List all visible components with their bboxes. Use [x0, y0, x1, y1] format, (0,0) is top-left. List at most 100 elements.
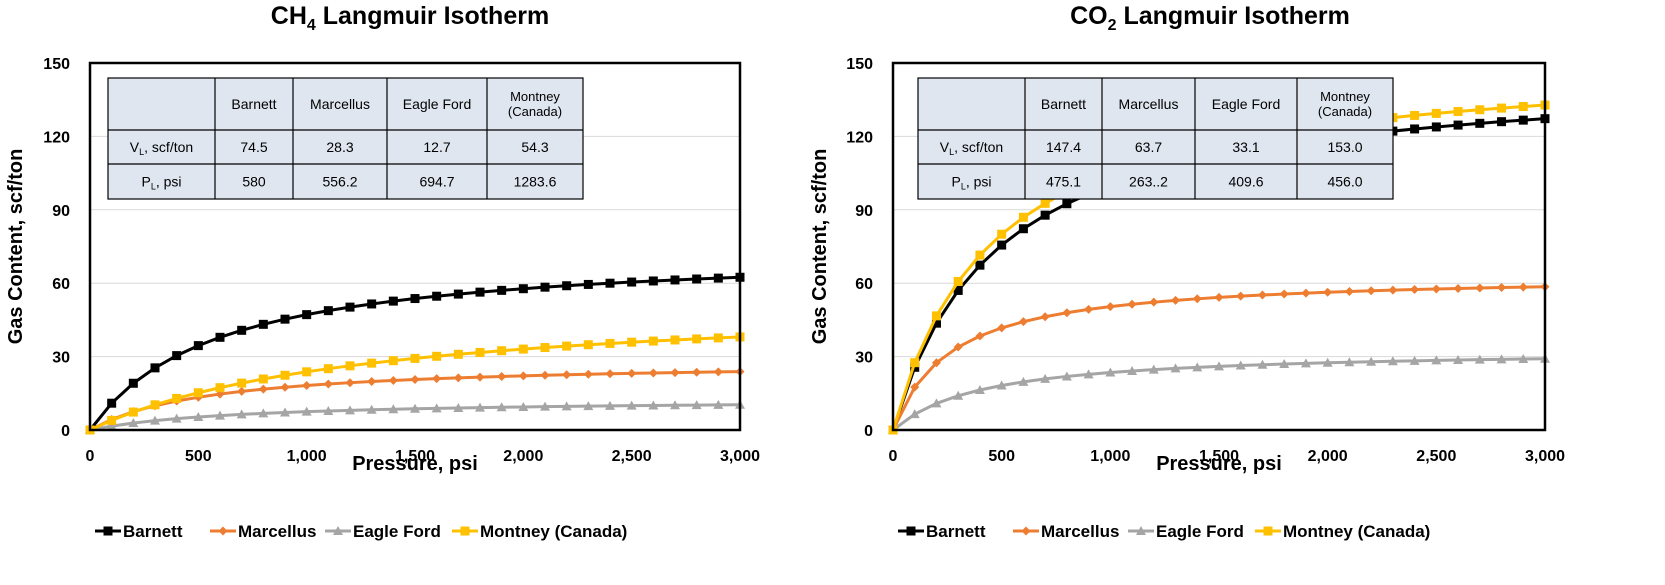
data-point — [237, 325, 247, 335]
data-point — [345, 378, 355, 388]
data-point — [1410, 285, 1420, 295]
data-point — [128, 378, 138, 388]
data-point — [258, 374, 268, 384]
y-axis-title: Gas Content, scf/ton — [5, 149, 27, 345]
chart-title-sub: 4 — [307, 17, 316, 34]
data-point — [931, 398, 942, 408]
table-header: Barnett — [1041, 96, 1086, 112]
data-point — [1214, 361, 1224, 371]
x-tick-label: 3,000 — [1525, 448, 1565, 465]
data-point — [475, 372, 485, 382]
data-point — [975, 331, 985, 341]
data-point — [237, 386, 247, 396]
data-point — [931, 318, 941, 328]
y-tick-label: 150 — [43, 56, 70, 73]
data-point — [453, 289, 463, 299]
data-point — [215, 332, 225, 342]
data-point — [1257, 290, 1267, 300]
table-header-line: Eagle Ford — [403, 96, 471, 112]
data-point — [1192, 294, 1202, 304]
data-point — [453, 349, 463, 359]
data-point — [648, 276, 658, 286]
y-tick-label: 120 — [43, 129, 70, 146]
data-point — [193, 341, 203, 351]
data-point — [1018, 212, 1028, 222]
chart-title-sub: 2 — [1108, 17, 1117, 34]
data-point — [345, 361, 355, 371]
parameter-table: Barnett Marcellus Eagle Ford Montney (Canada… — [107, 77, 584, 200]
data-point — [1062, 308, 1072, 318]
data-point — [453, 402, 464, 412]
data-point — [670, 400, 680, 410]
table-row-label: VL, scf/ton — [130, 139, 193, 157]
chart-title-main: CH — [271, 2, 307, 30]
table-background — [107, 77, 584, 200]
row-label-main: V — [130, 139, 140, 155]
row-label-rest: , scf/ton — [954, 139, 1003, 155]
data-point — [997, 229, 1007, 239]
data-point — [367, 358, 377, 368]
series-marcellus — [85, 367, 745, 435]
data-point — [627, 277, 637, 287]
table-header-line: Montney — [510, 89, 560, 104]
x-tick-label: 1,000 — [1090, 448, 1130, 465]
table-header-line: (Canada) — [508, 104, 562, 119]
legend: Barnett Marcellus Eagle Ford Montney (Canad… — [95, 522, 627, 541]
y-tick-label: 90 — [52, 203, 70, 220]
y-tick-label: 60 — [855, 276, 873, 293]
data-point — [1344, 357, 1355, 367]
table-row-label: VL, scf/ton — [940, 139, 1003, 157]
data-point — [648, 368, 658, 378]
series-line — [891, 285, 1546, 431]
data-point — [1040, 210, 1050, 220]
legend-label: Barnett — [926, 522, 986, 541]
data-point — [496, 402, 507, 412]
data-point — [1192, 362, 1203, 372]
table-cell: 63.7 — [1135, 139, 1162, 155]
legend-marker — [218, 526, 228, 536]
table-cell: 147.4 — [1046, 139, 1081, 155]
chart-co2: CO2 Langmuir Isotherm 0 30 60 90 120 150 0 500 1,… — [809, 2, 1565, 541]
table-cell: 28.3 — [326, 139, 353, 155]
data-point — [583, 369, 593, 379]
data-point — [997, 240, 1007, 250]
data-point — [691, 400, 702, 410]
data-point — [388, 404, 399, 414]
legend-marker — [1136, 526, 1146, 535]
table-cell: 580 — [242, 174, 266, 190]
legend: Barnett Marcellus Eagle Ford Montney (Canad… — [898, 522, 1430, 541]
data-point — [1040, 312, 1050, 322]
data-point — [1214, 292, 1224, 302]
data-point — [1148, 364, 1159, 374]
data-point — [670, 368, 680, 378]
data-point — [1344, 287, 1354, 297]
data-point — [1105, 302, 1115, 312]
data-point — [1475, 283, 1485, 293]
data-point — [931, 358, 941, 368]
data-point — [388, 296, 398, 306]
data-point — [215, 383, 225, 393]
y-tick-label: 30 — [52, 350, 70, 367]
data-point — [1061, 371, 1072, 381]
table-header: Eagle Ford — [403, 96, 471, 112]
data-point — [1083, 369, 1094, 379]
data-point — [713, 399, 724, 409]
data-point — [215, 410, 225, 420]
data-point — [1410, 110, 1420, 120]
data-point — [1453, 283, 1463, 293]
legend-label: Barnett — [123, 522, 183, 541]
legend-marker — [1263, 526, 1273, 536]
data-point — [540, 401, 550, 411]
data-point — [1497, 283, 1507, 293]
data-point — [583, 279, 593, 289]
data-point — [431, 403, 442, 413]
y-tick-label: 0 — [864, 423, 873, 440]
chart-title: CH4 Langmuir Isotherm — [271, 2, 549, 34]
data-point — [150, 415, 160, 425]
data-point — [975, 260, 985, 270]
row-label-sub: L — [949, 147, 954, 157]
chart-ch4: CH4 Langmuir Isotherm 0 30 60 90 120 150 0 500 1,… — [5, 2, 760, 541]
data-point — [540, 370, 550, 380]
legend-label: Eagle Ford — [353, 522, 441, 541]
